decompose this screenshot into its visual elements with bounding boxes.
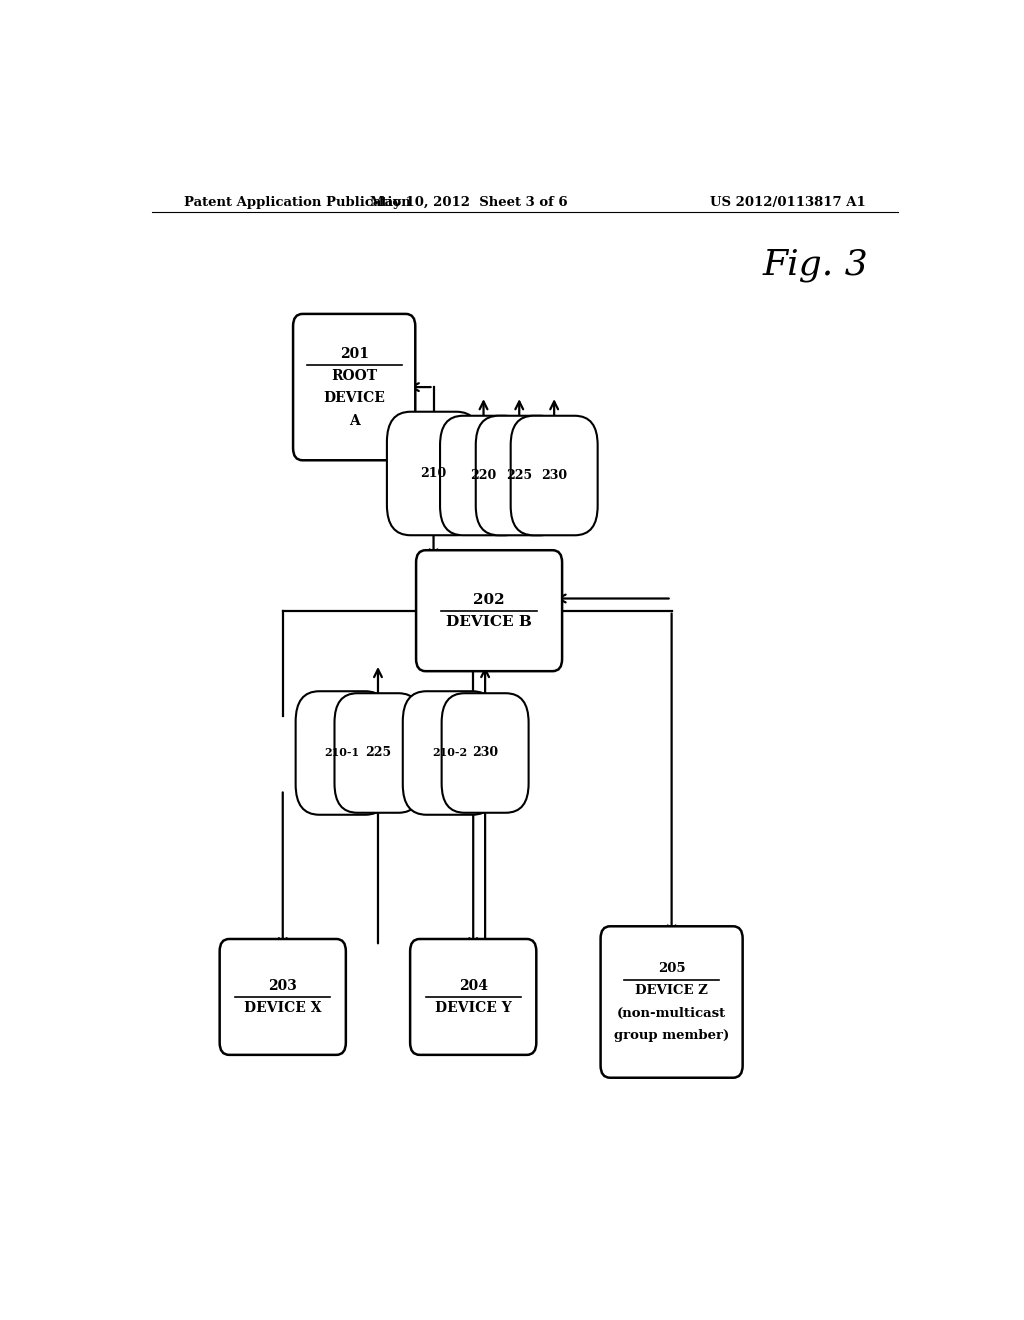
Text: ROOT: ROOT	[331, 368, 377, 383]
FancyBboxPatch shape	[440, 416, 527, 536]
FancyBboxPatch shape	[416, 550, 562, 671]
FancyBboxPatch shape	[476, 416, 563, 536]
FancyBboxPatch shape	[296, 692, 389, 814]
Text: 203: 203	[268, 978, 297, 993]
FancyBboxPatch shape	[411, 939, 537, 1055]
Text: May 10, 2012  Sheet 3 of 6: May 10, 2012 Sheet 3 of 6	[371, 195, 568, 209]
Text: 220: 220	[470, 469, 497, 482]
Text: 230: 230	[541, 469, 567, 482]
Text: 210: 210	[421, 467, 446, 480]
Text: Patent Application Publication: Patent Application Publication	[183, 195, 411, 209]
Text: 230: 230	[472, 747, 499, 759]
Text: 225: 225	[365, 747, 391, 759]
FancyBboxPatch shape	[387, 412, 480, 535]
Text: 202: 202	[473, 593, 505, 606]
Text: 225: 225	[506, 469, 532, 482]
Text: 201: 201	[340, 347, 369, 360]
Text: Fig. 3: Fig. 3	[763, 248, 868, 282]
FancyBboxPatch shape	[441, 693, 528, 813]
FancyBboxPatch shape	[335, 693, 422, 813]
Text: 205: 205	[657, 962, 685, 975]
Text: DEVICE: DEVICE	[324, 391, 385, 405]
Text: DEVICE X: DEVICE X	[244, 1001, 322, 1015]
Text: 204: 204	[459, 978, 487, 993]
FancyBboxPatch shape	[511, 416, 598, 536]
Text: 210-2: 210-2	[432, 747, 467, 759]
Text: A: A	[349, 413, 359, 428]
FancyBboxPatch shape	[402, 692, 496, 814]
FancyBboxPatch shape	[601, 927, 742, 1077]
Text: DEVICE Z: DEVICE Z	[635, 985, 708, 998]
Text: (non-multicast: (non-multicast	[617, 1007, 726, 1019]
Text: US 2012/0113817 A1: US 2012/0113817 A1	[711, 195, 866, 209]
Text: DEVICE B: DEVICE B	[446, 615, 532, 628]
Text: DEVICE Y: DEVICE Y	[435, 1001, 512, 1015]
Text: 210-1: 210-1	[325, 747, 359, 759]
FancyBboxPatch shape	[293, 314, 416, 461]
FancyBboxPatch shape	[220, 939, 346, 1055]
Text: group member): group member)	[614, 1030, 729, 1041]
